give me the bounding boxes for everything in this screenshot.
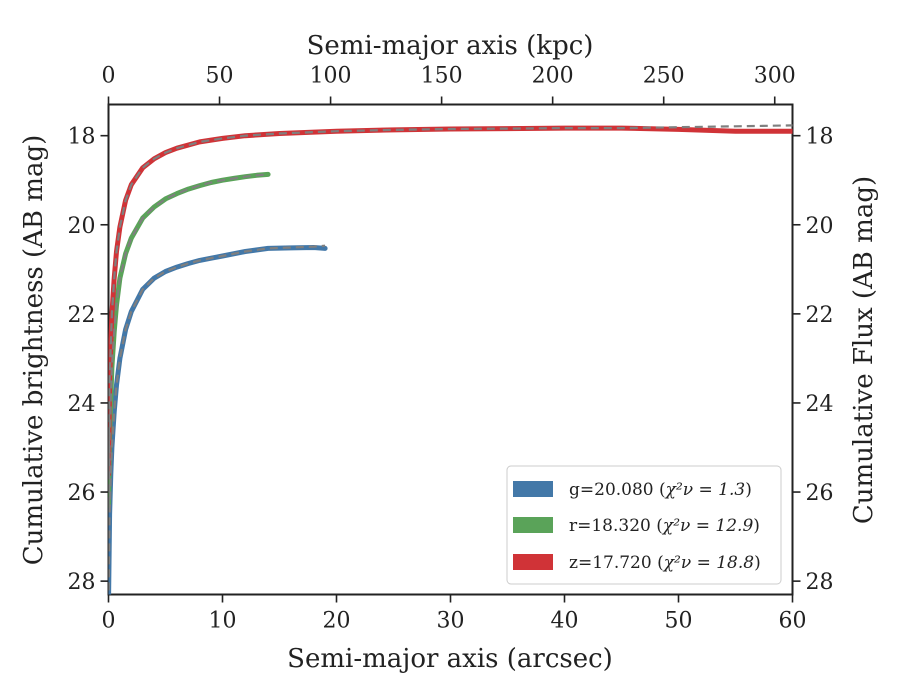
x2-axis-title: Semi-major axis (kpc) (307, 31, 594, 61)
model-line-g (108, 244, 326, 595)
series-line-r (108, 171, 271, 508)
legend-label-g: g=20.080 (χ²ν = 1.3) (569, 480, 752, 500)
x-tick-label: 20 (323, 609, 351, 634)
y-tick-label: 22 (68, 303, 96, 328)
y-tick-label: 24 (68, 392, 96, 417)
legend-label-z: z=17.720 (χ²ν = 18.8) (569, 553, 761, 573)
x2-tick-label: 300 (754, 64, 796, 89)
x2-tick-label: 0 (102, 64, 116, 89)
x2-axis-ticks: 0 50 100 150 200 250 300 (102, 64, 796, 105)
y-tick-label: 18 (68, 125, 96, 150)
y2-axis-ticks: 18 20 22 24 26 28 (792, 125, 834, 595)
legend-swatch-z (513, 554, 553, 570)
y-tick-label: 26 (68, 481, 96, 506)
y2-tick-label: 22 (806, 303, 834, 328)
y-axis-title: Cumulative brightness (AB mag) (19, 135, 49, 566)
y2-tick-label: 26 (806, 481, 834, 506)
x2-tick-label: 250 (643, 64, 685, 89)
curves (108, 124, 793, 595)
series-line-g (108, 245, 328, 595)
x-axis-title: Semi-major axis (arcsec) (287, 644, 613, 674)
legend: g=20.080 (χ²ν = 1.3) r=18.320 (χ²ν = 12.… (506, 465, 782, 585)
y-tick-label: 20 (68, 214, 96, 239)
x-axis-ticks: 0 10 20 30 40 50 60 (102, 594, 807, 634)
x-tick-label: 60 (779, 609, 807, 634)
y-tick-label: 28 (68, 570, 96, 595)
model-line-r (108, 173, 269, 506)
x-tick-label: 0 (102, 609, 116, 634)
y2-tick-label: 20 (806, 214, 834, 239)
x2-tick-label: 150 (421, 64, 463, 89)
y2-tick-label: 24 (806, 392, 834, 417)
y-axis-ticks: 18 20 22 24 26 28 (68, 125, 109, 595)
y2-tick-label: 18 (806, 125, 834, 150)
model-line-z (108, 124, 793, 475)
x-tick-label: 40 (551, 609, 579, 634)
x-tick-label: 30 (437, 609, 465, 634)
legend-label-r: r=18.320 (χ²ν = 12.9) (569, 516, 760, 536)
x2-tick-label: 50 (206, 64, 234, 89)
x-tick-label: 10 (209, 609, 237, 634)
x2-tick-label: 100 (310, 64, 352, 89)
x2-tick-label: 200 (532, 64, 574, 89)
legend-swatch-g (513, 481, 553, 497)
legend-box (506, 465, 782, 585)
x-tick-label: 50 (665, 609, 693, 634)
y2-tick-label: 28 (806, 570, 834, 595)
legend-swatch-r (513, 517, 553, 533)
y2-axis-title: Cumulative Flux (AB mag) (849, 176, 879, 524)
